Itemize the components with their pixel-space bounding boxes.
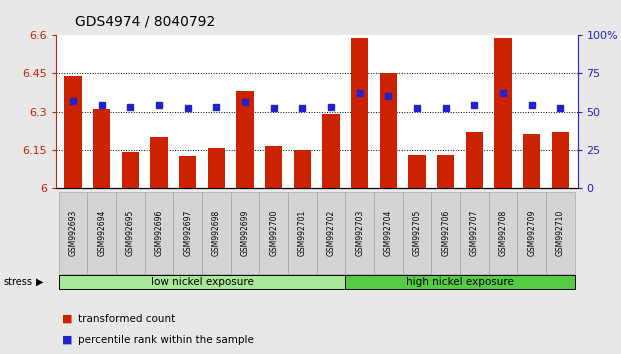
Bar xyxy=(322,114,340,188)
FancyBboxPatch shape xyxy=(432,192,460,274)
Text: GSM992696: GSM992696 xyxy=(155,210,163,256)
FancyBboxPatch shape xyxy=(88,192,116,274)
Text: GSM992705: GSM992705 xyxy=(412,210,422,256)
FancyBboxPatch shape xyxy=(145,192,173,274)
Text: ▶: ▶ xyxy=(36,277,43,287)
Text: GSM992693: GSM992693 xyxy=(68,210,78,256)
FancyBboxPatch shape xyxy=(345,192,374,274)
Text: ■: ■ xyxy=(62,314,73,324)
FancyBboxPatch shape xyxy=(59,275,345,289)
Text: GSM992702: GSM992702 xyxy=(327,210,335,256)
Bar xyxy=(437,155,455,188)
Text: GSM992699: GSM992699 xyxy=(240,210,250,256)
Text: GSM992706: GSM992706 xyxy=(441,210,450,256)
Text: GSM992695: GSM992695 xyxy=(126,210,135,256)
FancyBboxPatch shape xyxy=(260,192,288,274)
FancyBboxPatch shape xyxy=(288,192,317,274)
Text: low nickel exposure: low nickel exposure xyxy=(151,277,253,287)
Text: stress: stress xyxy=(3,277,32,287)
Text: GSM992698: GSM992698 xyxy=(212,210,221,256)
FancyBboxPatch shape xyxy=(317,192,345,274)
Text: GSM992700: GSM992700 xyxy=(270,210,278,256)
FancyBboxPatch shape xyxy=(116,192,145,274)
FancyBboxPatch shape xyxy=(546,192,574,274)
Text: GSM992707: GSM992707 xyxy=(470,210,479,256)
Text: ■: ■ xyxy=(62,335,73,345)
Text: GSM992710: GSM992710 xyxy=(556,210,565,256)
Text: GSM992694: GSM992694 xyxy=(97,210,106,256)
Text: GSM992708: GSM992708 xyxy=(499,210,507,256)
Text: percentile rank within the sample: percentile rank within the sample xyxy=(78,335,253,345)
FancyBboxPatch shape xyxy=(517,192,546,274)
FancyBboxPatch shape xyxy=(59,192,88,274)
Bar xyxy=(65,76,82,188)
Text: GSM992704: GSM992704 xyxy=(384,210,393,256)
Bar xyxy=(380,73,397,188)
Text: GSM992709: GSM992709 xyxy=(527,210,536,256)
FancyBboxPatch shape xyxy=(402,192,432,274)
Bar xyxy=(409,155,425,188)
Bar xyxy=(523,134,540,188)
FancyBboxPatch shape xyxy=(202,192,231,274)
Bar xyxy=(93,109,111,188)
Bar xyxy=(122,152,139,188)
Text: high nickel exposure: high nickel exposure xyxy=(406,277,514,287)
Bar xyxy=(265,146,283,188)
FancyBboxPatch shape xyxy=(460,192,489,274)
Bar xyxy=(494,38,512,188)
Bar xyxy=(179,156,196,188)
Text: GSM992697: GSM992697 xyxy=(183,210,193,256)
Bar xyxy=(150,137,168,188)
Text: GSM992703: GSM992703 xyxy=(355,210,364,256)
FancyBboxPatch shape xyxy=(173,192,202,274)
Bar xyxy=(466,132,483,188)
FancyBboxPatch shape xyxy=(345,275,574,289)
Bar xyxy=(551,132,569,188)
Bar xyxy=(351,38,368,188)
Bar xyxy=(294,149,311,188)
FancyBboxPatch shape xyxy=(374,192,402,274)
FancyBboxPatch shape xyxy=(231,192,260,274)
Bar xyxy=(237,91,253,188)
Bar xyxy=(208,148,225,188)
Text: GDS4974 / 8040792: GDS4974 / 8040792 xyxy=(75,14,215,28)
Text: transformed count: transformed count xyxy=(78,314,175,324)
Text: GSM992701: GSM992701 xyxy=(298,210,307,256)
FancyBboxPatch shape xyxy=(489,192,517,274)
